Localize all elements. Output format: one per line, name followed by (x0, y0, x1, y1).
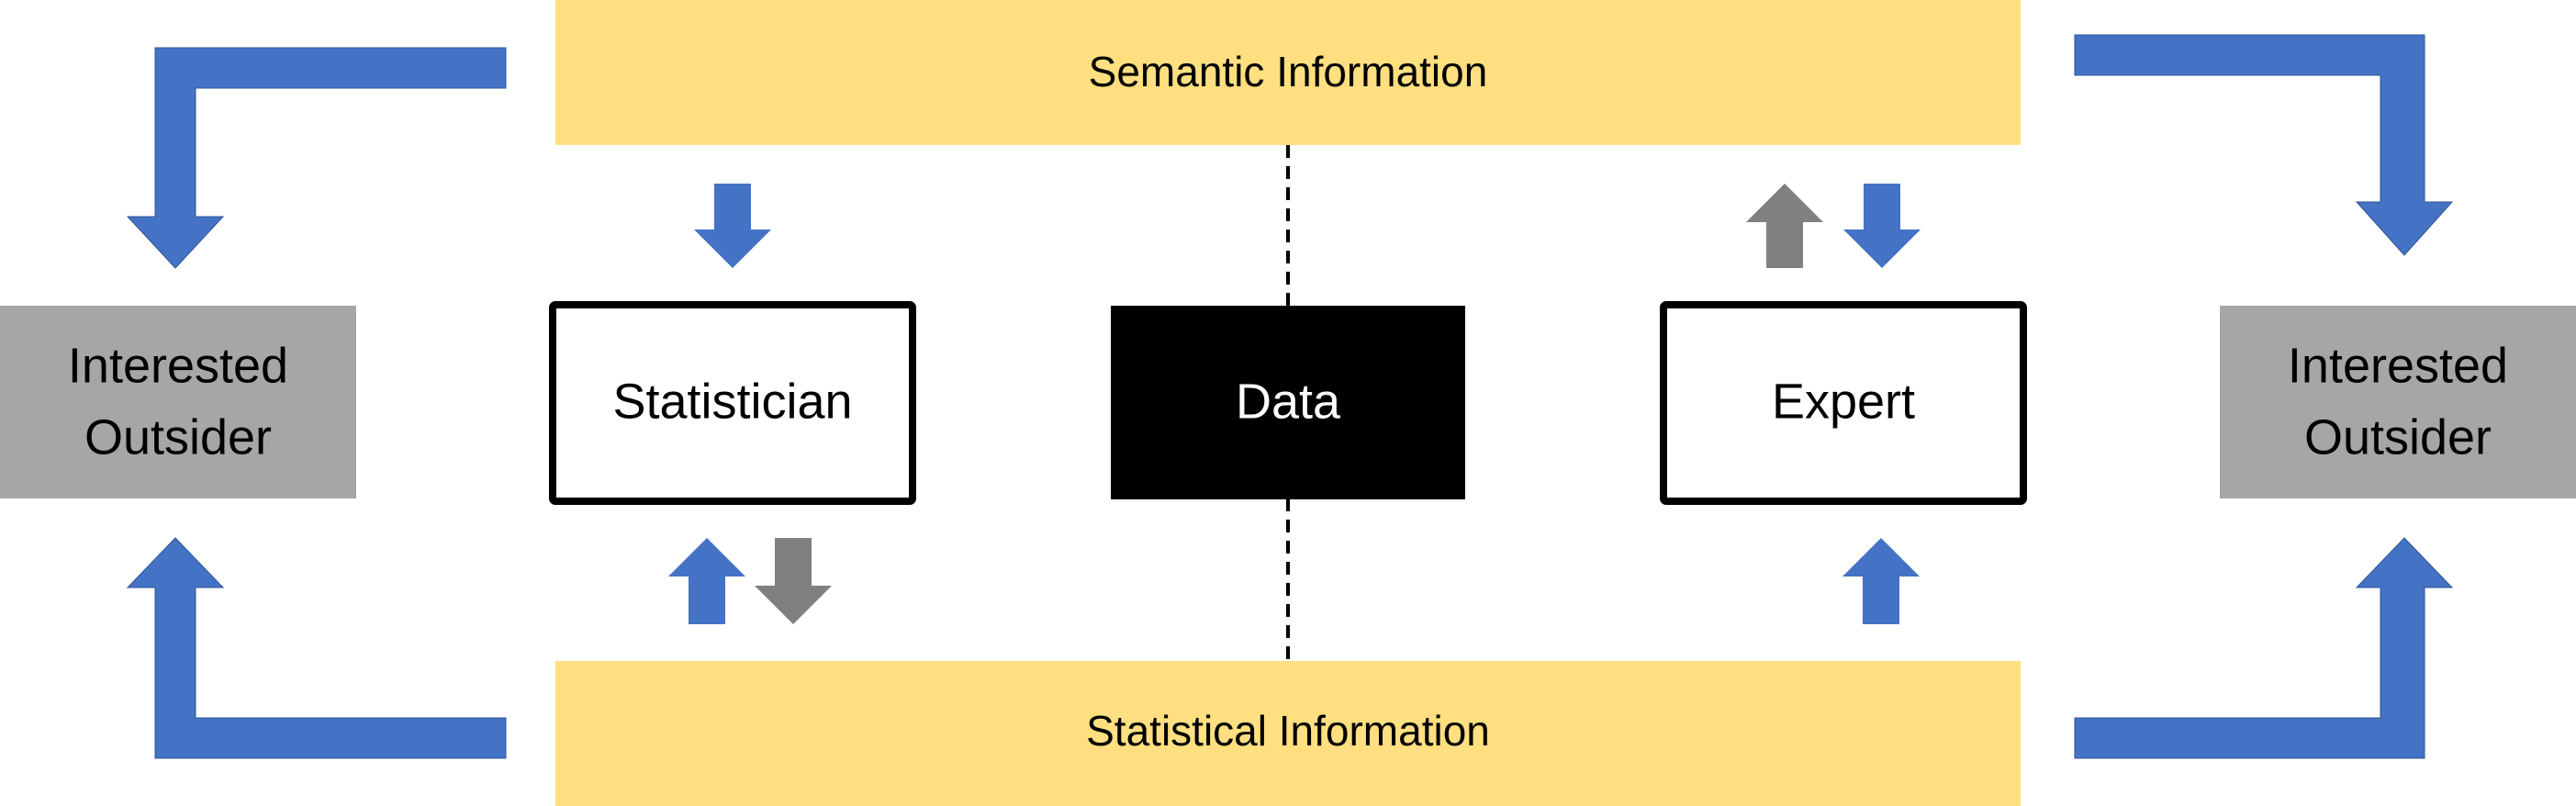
up-arrow-icon-statistician-bottom (668, 538, 745, 624)
semantic-information-label: Semantic Information (1089, 48, 1488, 95)
semantic-information-band (555, 0, 2021, 145)
interested-outsider-left-box (0, 306, 356, 498)
interested-outsider-right-box (2220, 306, 2576, 498)
bent-arrow-icon-bottom-right (2074, 537, 2454, 759)
statistical-information-band (555, 661, 2021, 806)
expert-label: Expert (1772, 374, 1915, 429)
up-arrow-icon-expert-bottom (1842, 538, 1920, 624)
expert-box (1660, 301, 2027, 505)
interested-outsider-left-line1: Interested (68, 338, 288, 393)
down-arrow-icon-expert-top (1843, 184, 1921, 268)
interested-outsider-right-line2: Outsider (2304, 409, 2492, 465)
statistical-information-label: Statistical Information (1086, 707, 1490, 755)
down-arrow-icon-statistician-top (694, 184, 771, 268)
down-arrow-icon-statistician-gray (755, 538, 832, 624)
data-label: Data (1236, 374, 1341, 429)
interested-outsider-left-line2: Outsider (84, 409, 272, 465)
data-box (1111, 306, 1465, 499)
statistician-box (549, 301, 916, 505)
bent-arrow-icon-top-right (2074, 34, 2454, 256)
statistician-label: Statistician (612, 374, 852, 429)
up-arrow-icon-expert-gray (1746, 184, 1823, 268)
bent-arrow-icon-top-left (126, 47, 507, 269)
bent-arrow-icon-bottom-left (126, 537, 507, 759)
interested-outsider-right-line1: Interested (2288, 338, 2508, 393)
